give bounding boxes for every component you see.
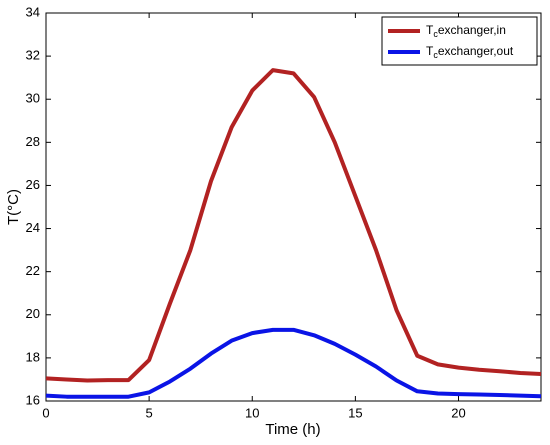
y-axis-label: T(°C) bbox=[5, 189, 22, 225]
y-tick-label: 30 bbox=[26, 91, 40, 106]
series-line bbox=[45, 68, 542, 383]
y-tick-label: 18 bbox=[26, 349, 40, 364]
x-axis-label: Time (h) bbox=[265, 421, 320, 438]
legend-box bbox=[381, 16, 538, 66]
x-tick-label: 10 bbox=[245, 405, 259, 420]
plot-frame bbox=[45, 12, 542, 402]
x-tick-label: 20 bbox=[451, 405, 465, 420]
legend-text: Tcexchanger,out bbox=[426, 44, 514, 60]
legend-text: Tcexchanger,in bbox=[426, 23, 506, 39]
y-tick-label: 34 bbox=[26, 4, 40, 19]
x-tick-label: 5 bbox=[146, 405, 153, 420]
y-tick-label: 32 bbox=[26, 48, 40, 63]
x-tick-label: 15 bbox=[348, 405, 362, 420]
y-tick-label: 22 bbox=[26, 263, 40, 278]
y-tick-label: 16 bbox=[26, 392, 40, 407]
x-tick-label: 0 bbox=[42, 405, 49, 420]
y-tick-label: 26 bbox=[26, 177, 40, 192]
y-tick-label: 28 bbox=[26, 134, 40, 149]
series-line bbox=[45, 327, 542, 399]
y-tick-label: 20 bbox=[26, 306, 40, 321]
y-tick-label: 24 bbox=[26, 220, 40, 235]
